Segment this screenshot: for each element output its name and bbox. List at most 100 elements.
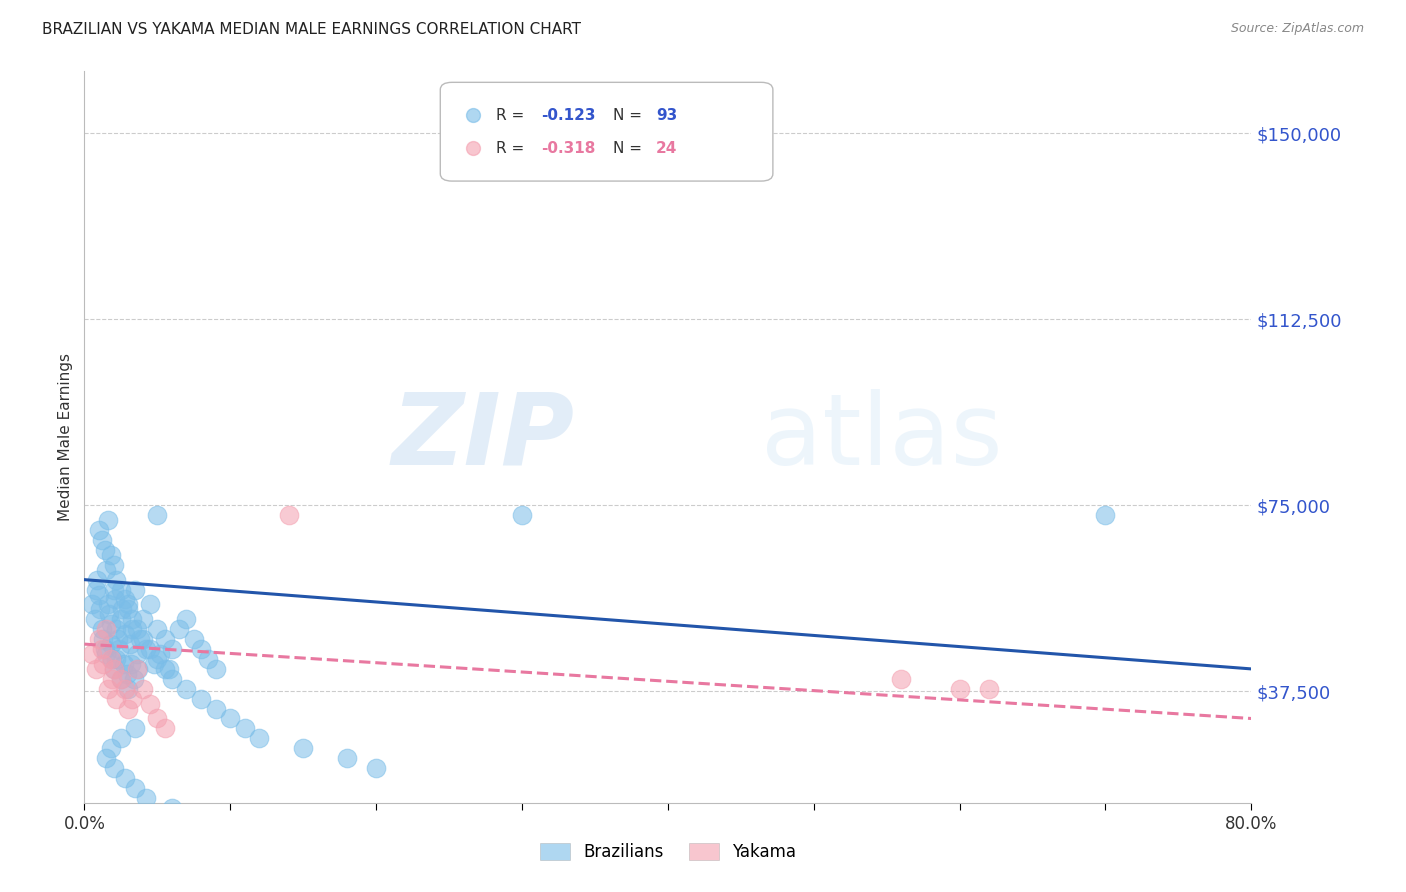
Point — [80, 647, 103, 661]
Point — [139, 642, 162, 657]
Point — [160, 672, 183, 686]
Text: R =: R = — [496, 108, 530, 123]
Point — [80, 598, 103, 612]
Point — [90, 622, 112, 636]
Point — [96, 751, 118, 765]
Point — [91, 632, 114, 647]
Point — [277, 508, 299, 523]
Point — [183, 632, 205, 647]
Point — [94, 542, 117, 557]
Point — [87, 588, 110, 602]
Point — [96, 622, 118, 636]
Point — [104, 592, 127, 607]
Point — [111, 602, 134, 616]
Point — [125, 662, 148, 676]
Point — [121, 612, 143, 626]
Text: ZIP: ZIP — [391, 389, 575, 485]
Text: N =: N = — [613, 108, 647, 123]
Point — [124, 722, 146, 736]
Point — [249, 731, 271, 746]
Point — [100, 652, 122, 666]
Point — [197, 652, 219, 666]
Point — [125, 647, 148, 661]
Point — [110, 582, 132, 597]
Point — [110, 672, 132, 686]
Point — [143, 657, 166, 671]
Point — [100, 617, 122, 632]
Point — [90, 642, 112, 657]
Point — [96, 647, 118, 661]
Point — [110, 672, 132, 686]
Point — [366, 761, 388, 775]
Point — [149, 647, 172, 661]
Point — [146, 652, 169, 666]
Point — [132, 632, 155, 647]
Point — [96, 563, 118, 577]
Text: R =: R = — [496, 141, 530, 156]
Point — [125, 622, 148, 636]
Point — [107, 632, 129, 647]
Text: atlas: atlas — [761, 389, 1002, 485]
Point — [110, 731, 132, 746]
Point — [190, 691, 212, 706]
Point — [117, 701, 139, 715]
Point — [114, 681, 136, 696]
Point — [190, 642, 212, 657]
Point — [132, 612, 155, 626]
Point — [105, 652, 128, 666]
Point — [176, 681, 198, 696]
Text: N =: N = — [613, 141, 647, 156]
Point — [83, 612, 105, 626]
Point — [100, 548, 122, 562]
Text: -0.123: -0.123 — [541, 108, 595, 123]
Point — [183, 811, 205, 825]
Point — [128, 632, 150, 647]
Point — [121, 691, 143, 706]
Point — [108, 642, 131, 657]
Point — [105, 691, 128, 706]
Point — [153, 632, 176, 647]
Point — [139, 697, 162, 711]
Point — [204, 701, 226, 715]
Point — [167, 622, 190, 636]
Point — [114, 627, 136, 641]
Point — [84, 582, 107, 597]
Point — [127, 662, 149, 676]
Text: BRAZILIAN VS YAKAMA MEDIAN MALE EARNINGS CORRELATION CHART: BRAZILIAN VS YAKAMA MEDIAN MALE EARNINGS… — [42, 22, 581, 37]
Point — [124, 780, 146, 795]
Point — [90, 533, 112, 547]
Point — [112, 657, 135, 671]
Point — [977, 681, 1000, 696]
Point — [103, 761, 125, 775]
Point — [124, 582, 146, 597]
Point — [146, 508, 169, 523]
Point — [132, 681, 155, 696]
Point — [84, 662, 107, 676]
Point — [135, 642, 157, 657]
Text: Source: ZipAtlas.com: Source: ZipAtlas.com — [1230, 22, 1364, 36]
Point — [114, 771, 136, 785]
Point — [117, 681, 139, 696]
Point — [890, 672, 912, 686]
Point — [336, 751, 359, 765]
Point — [103, 662, 125, 676]
Point — [87, 523, 110, 537]
Point — [146, 622, 169, 636]
Point — [100, 741, 122, 756]
Point — [117, 602, 139, 616]
Point — [157, 662, 180, 676]
Point — [98, 607, 121, 622]
Legend: Brazilians, Yakama: Brazilians, Yakama — [533, 836, 803, 868]
Point — [103, 662, 125, 676]
Point — [114, 592, 136, 607]
Point — [118, 637, 141, 651]
Text: -0.318: -0.318 — [541, 141, 595, 156]
Point — [949, 681, 972, 696]
Text: 24: 24 — [657, 141, 678, 156]
Y-axis label: Median Male Earnings: Median Male Earnings — [58, 353, 73, 521]
Point — [153, 722, 176, 736]
Point — [97, 513, 120, 527]
Point — [204, 662, 226, 676]
Point — [97, 598, 120, 612]
Point — [176, 612, 198, 626]
